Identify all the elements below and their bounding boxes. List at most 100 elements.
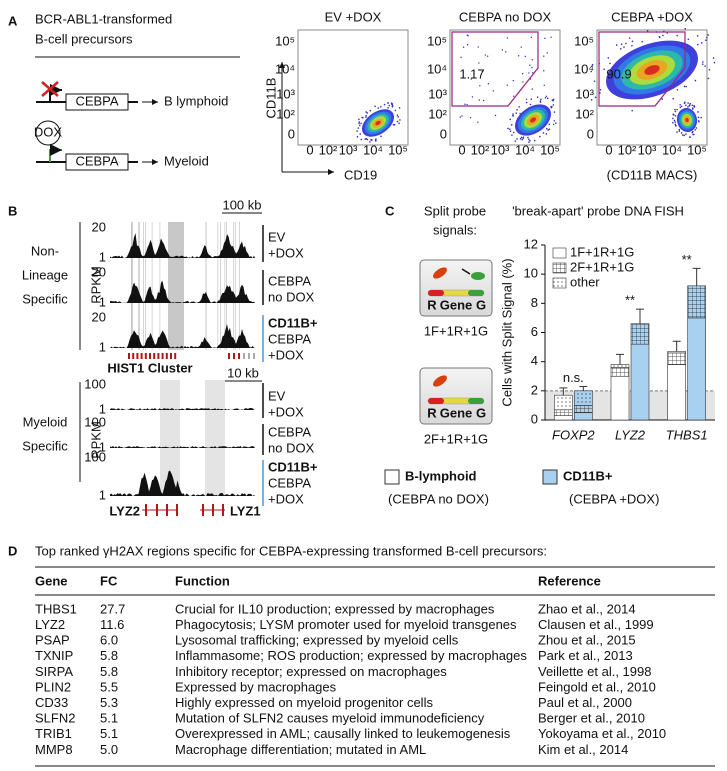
y-tick-label: 10³ — [276, 86, 295, 101]
panel-label: D — [8, 543, 17, 558]
x-tick-label: 10² — [618, 142, 637, 157]
event-dot — [536, 96, 539, 98]
event-dot — [691, 104, 694, 107]
event-dot — [661, 98, 664, 100]
event-dot — [356, 130, 358, 132]
y-tick-label: 0 — [587, 126, 594, 141]
event-dot — [545, 133, 548, 135]
event-dot — [529, 64, 531, 66]
event-dot — [631, 40, 634, 43]
coverage-track — [110, 470, 255, 496]
group-swatch — [542, 469, 558, 485]
event-dot — [369, 141, 371, 143]
y-tick-label: 12 — [524, 236, 538, 251]
y-tick-label: 10² — [575, 106, 594, 121]
probe-green — [468, 398, 484, 404]
event-dot — [375, 138, 377, 140]
event-dot — [517, 55, 520, 57]
plot-title: CEBPA no DOX — [459, 9, 552, 24]
table-cell: 27.7 — [100, 601, 125, 616]
y-tick-label: 10 — [524, 266, 538, 281]
event-dot — [547, 129, 549, 131]
event-dot — [553, 111, 556, 113]
event-dot — [542, 132, 545, 134]
y-tick-label: 100 — [84, 376, 106, 391]
event-dot — [694, 129, 696, 131]
table-cell: Crucial for IL10 production; expressed b… — [175, 601, 495, 616]
event-dot — [701, 63, 704, 66]
table-cell: Veillette et al., 1998 — [538, 664, 651, 679]
event-dot — [359, 133, 361, 135]
event-dot — [691, 107, 694, 110]
y-tick-label: 100 — [84, 449, 106, 464]
table-cell: Feingold et al., 2010 — [538, 679, 656, 694]
event-dot — [685, 85, 687, 88]
event-dot — [479, 85, 481, 87]
table-cell: 5.8 — [100, 664, 118, 679]
event-dot — [705, 39, 707, 42]
y-axis-label: Cells with Split Signal (%) — [499, 258, 514, 406]
event-dot — [700, 42, 703, 44]
event-dot — [683, 134, 686, 137]
legend-swatch — [552, 247, 567, 259]
event-dot — [524, 55, 527, 58]
axis-label: CD11B — [263, 78, 278, 119]
event-dot — [628, 37, 631, 39]
highlight-band — [205, 380, 225, 495]
event-dot — [388, 104, 391, 107]
event-dot — [462, 46, 465, 48]
rule — [461, 268, 471, 275]
event-dot — [478, 62, 480, 64]
gene-label: CEBPA — [75, 93, 118, 108]
event-dot — [689, 102, 692, 105]
event-dot — [680, 132, 683, 134]
event-dot — [700, 116, 702, 119]
event-dot — [522, 136, 525, 139]
y-tick-label: 20 — [92, 309, 106, 324]
flow-plot — [449, 29, 561, 146]
event-dot — [545, 95, 548, 97]
gene-mark — [161, 353, 164, 359]
condition-label: CD11B+ — [268, 315, 318, 330]
table-cell: THBS1 — [35, 601, 77, 616]
legend-label: 1F+1R+1G — [570, 244, 634, 259]
table-cell: SLFN2 — [35, 711, 75, 726]
gene-name: LYZ1 — [230, 503, 261, 518]
event-dot — [358, 118, 360, 121]
table-cell: Macrophage differentiation; mutated in A… — [175, 742, 426, 757]
event-dot — [551, 106, 553, 108]
table-cell: TXNIP — [35, 648, 73, 663]
plot-frame — [297, 29, 409, 146]
event-dot — [482, 99, 485, 102]
bar-segment — [630, 323, 650, 345]
event-dot — [374, 105, 376, 108]
table-cell: Highly expressed on myeloid progenitor c… — [175, 695, 433, 710]
event-dot — [688, 136, 691, 139]
exon — [202, 504, 204, 516]
condition-label: +DOX — [268, 347, 304, 362]
pattern-label: 1F+1R+1G — [424, 323, 488, 338]
gene-mark — [132, 353, 135, 359]
event-dot — [687, 106, 689, 108]
coverage-track — [110, 408, 255, 410]
event-dot — [551, 99, 554, 102]
event-dot — [590, 99, 593, 101]
event-dot — [369, 109, 372, 112]
table-cell: Overexpressed in AML; causally linked to… — [175, 726, 511, 741]
legend-swatch — [552, 262, 567, 274]
probe-red — [428, 290, 444, 296]
event-dot — [365, 116, 367, 118]
bar-segment — [667, 364, 686, 421]
signal-red — [433, 375, 447, 387]
event-dot — [615, 44, 618, 46]
event-dot — [510, 124, 513, 126]
x-tick-label: 0 — [458, 142, 465, 157]
scale-label: 10 kb — [227, 365, 259, 380]
event-dot — [394, 109, 397, 112]
y-tick-label: 2 — [531, 382, 538, 397]
event-dot — [362, 116, 364, 119]
table-header: FC — [100, 573, 118, 588]
event-dot — [501, 49, 504, 51]
event-dot — [685, 133, 687, 135]
